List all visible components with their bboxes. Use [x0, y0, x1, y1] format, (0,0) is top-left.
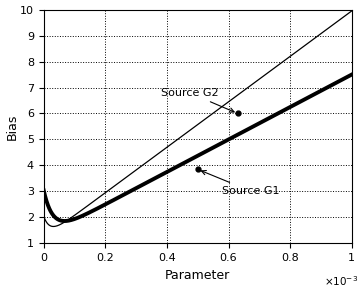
Y-axis label: Bias: Bias — [5, 113, 19, 140]
Text: $\times 10^{-3}$: $\times 10^{-3}$ — [324, 274, 358, 288]
X-axis label: Parameter: Parameter — [165, 269, 231, 282]
Text: Source G2: Source G2 — [161, 88, 234, 112]
Text: Source G1: Source G1 — [201, 171, 280, 196]
